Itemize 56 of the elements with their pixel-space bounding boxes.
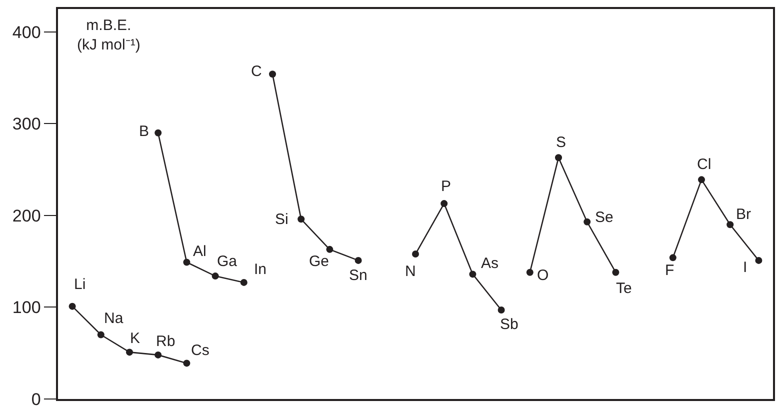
point — [698, 176, 705, 184]
data-label: Br — [736, 206, 752, 223]
data-label: Na — [104, 310, 124, 327]
data-label: Cl — [697, 156, 712, 173]
data-label: Sb — [500, 316, 518, 333]
point — [555, 154, 562, 162]
point — [154, 129, 162, 136]
point — [755, 256, 762, 264]
data-label: Ga — [217, 253, 238, 270]
point — [669, 254, 676, 262]
y-tick-label: 200 — [12, 206, 41, 226]
point — [412, 250, 419, 258]
point — [498, 306, 505, 314]
data-label: P — [441, 178, 452, 195]
data-label: Li — [74, 276, 86, 293]
data-label: B — [139, 123, 150, 140]
data-label: N — [405, 263, 416, 280]
data-label: O — [537, 267, 549, 284]
data-label: Se — [595, 209, 614, 226]
y-tick-label: 100 — [12, 298, 41, 318]
point — [68, 302, 76, 310]
data-label: In — [254, 261, 267, 278]
point — [97, 331, 104, 338]
point — [126, 348, 133, 356]
data-label: As — [481, 255, 499, 272]
data-label: Ge — [309, 253, 330, 270]
y-tick-label: 400 — [12, 22, 41, 42]
point — [440, 200, 448, 208]
point — [212, 272, 219, 280]
data-label: Sn — [349, 267, 368, 284]
point — [326, 246, 334, 253]
point — [154, 351, 162, 358]
data-label: K — [130, 330, 140, 347]
point — [726, 221, 734, 228]
y-tick-label: 300 — [12, 114, 41, 134]
y-axis-title: m.B.E. (kJ mol⁻¹) — [77, 17, 140, 54]
point — [269, 70, 276, 78]
point — [183, 258, 190, 266]
data-label: Cs — [191, 342, 210, 359]
point — [240, 278, 248, 286]
data-label: S — [556, 134, 566, 151]
point — [584, 218, 591, 226]
point — [526, 268, 534, 276]
data-label: Rb — [156, 333, 176, 350]
point — [469, 270, 476, 278]
point — [298, 216, 305, 223]
data-label: Si — [275, 211, 288, 228]
point — [354, 256, 362, 264]
point — [183, 360, 190, 367]
y-tick-label: 0 — [31, 390, 41, 409]
point — [612, 268, 620, 276]
data-label: F — [665, 262, 674, 279]
data-label: Te — [616, 280, 632, 297]
data-label: Al — [193, 243, 206, 260]
data-label: I — [743, 259, 748, 276]
data-label: C — [251, 63, 262, 80]
